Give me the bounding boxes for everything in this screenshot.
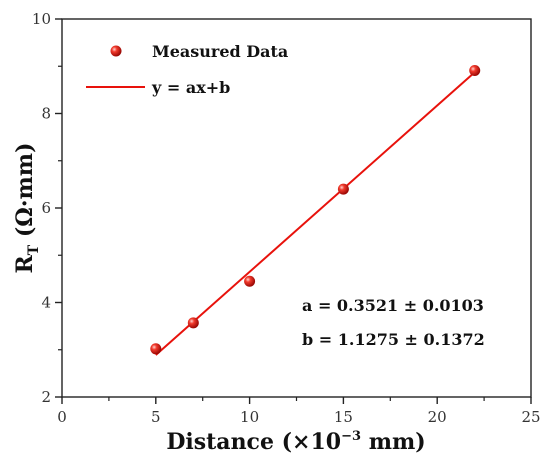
data-point (337, 183, 349, 195)
data-point (244, 275, 256, 287)
x-axis-ticks: 0 5 10 15 20 25 (57, 397, 541, 426)
fit-line-series (155, 71, 476, 356)
annotation-a: a = 0.3521 ± 0.0103 (302, 296, 484, 315)
y-axis-ticks: 2 4 6 8 10 (32, 10, 62, 406)
x-tick-label: 5 (151, 408, 161, 426)
y-axis-title: RT (Ω·mm) (12, 143, 42, 274)
legend: Measured Data y = ax+b (86, 42, 288, 97)
x-axis-title: Distance (×10−3 mm) (166, 429, 425, 455)
y-tick-label: 4 (41, 294, 51, 312)
data-point (469, 65, 481, 77)
legend-label-measured: Measured Data (152, 42, 288, 61)
legend-marker-measured (110, 45, 122, 57)
x-tick-label: 0 (57, 408, 67, 426)
y-tick-label: 6 (41, 199, 51, 217)
y-tick-label: 8 (41, 105, 51, 123)
data-point (150, 343, 162, 355)
x-tick-label: 25 (521, 408, 540, 426)
annotation-b: b = 1.1275 ± 0.1372 (302, 330, 485, 349)
y-tick-label: 2 (41, 388, 51, 406)
data-point (187, 317, 199, 329)
fit-line (155, 71, 476, 356)
measured-data-series (150, 65, 481, 355)
x-tick-label: 15 (334, 408, 353, 426)
x-tick-label: 10 (240, 408, 259, 426)
legend-label-fit: y = ax+b (151, 78, 230, 97)
y-tick-label: 10 (32, 10, 51, 28)
x-tick-label: 20 (428, 408, 447, 426)
